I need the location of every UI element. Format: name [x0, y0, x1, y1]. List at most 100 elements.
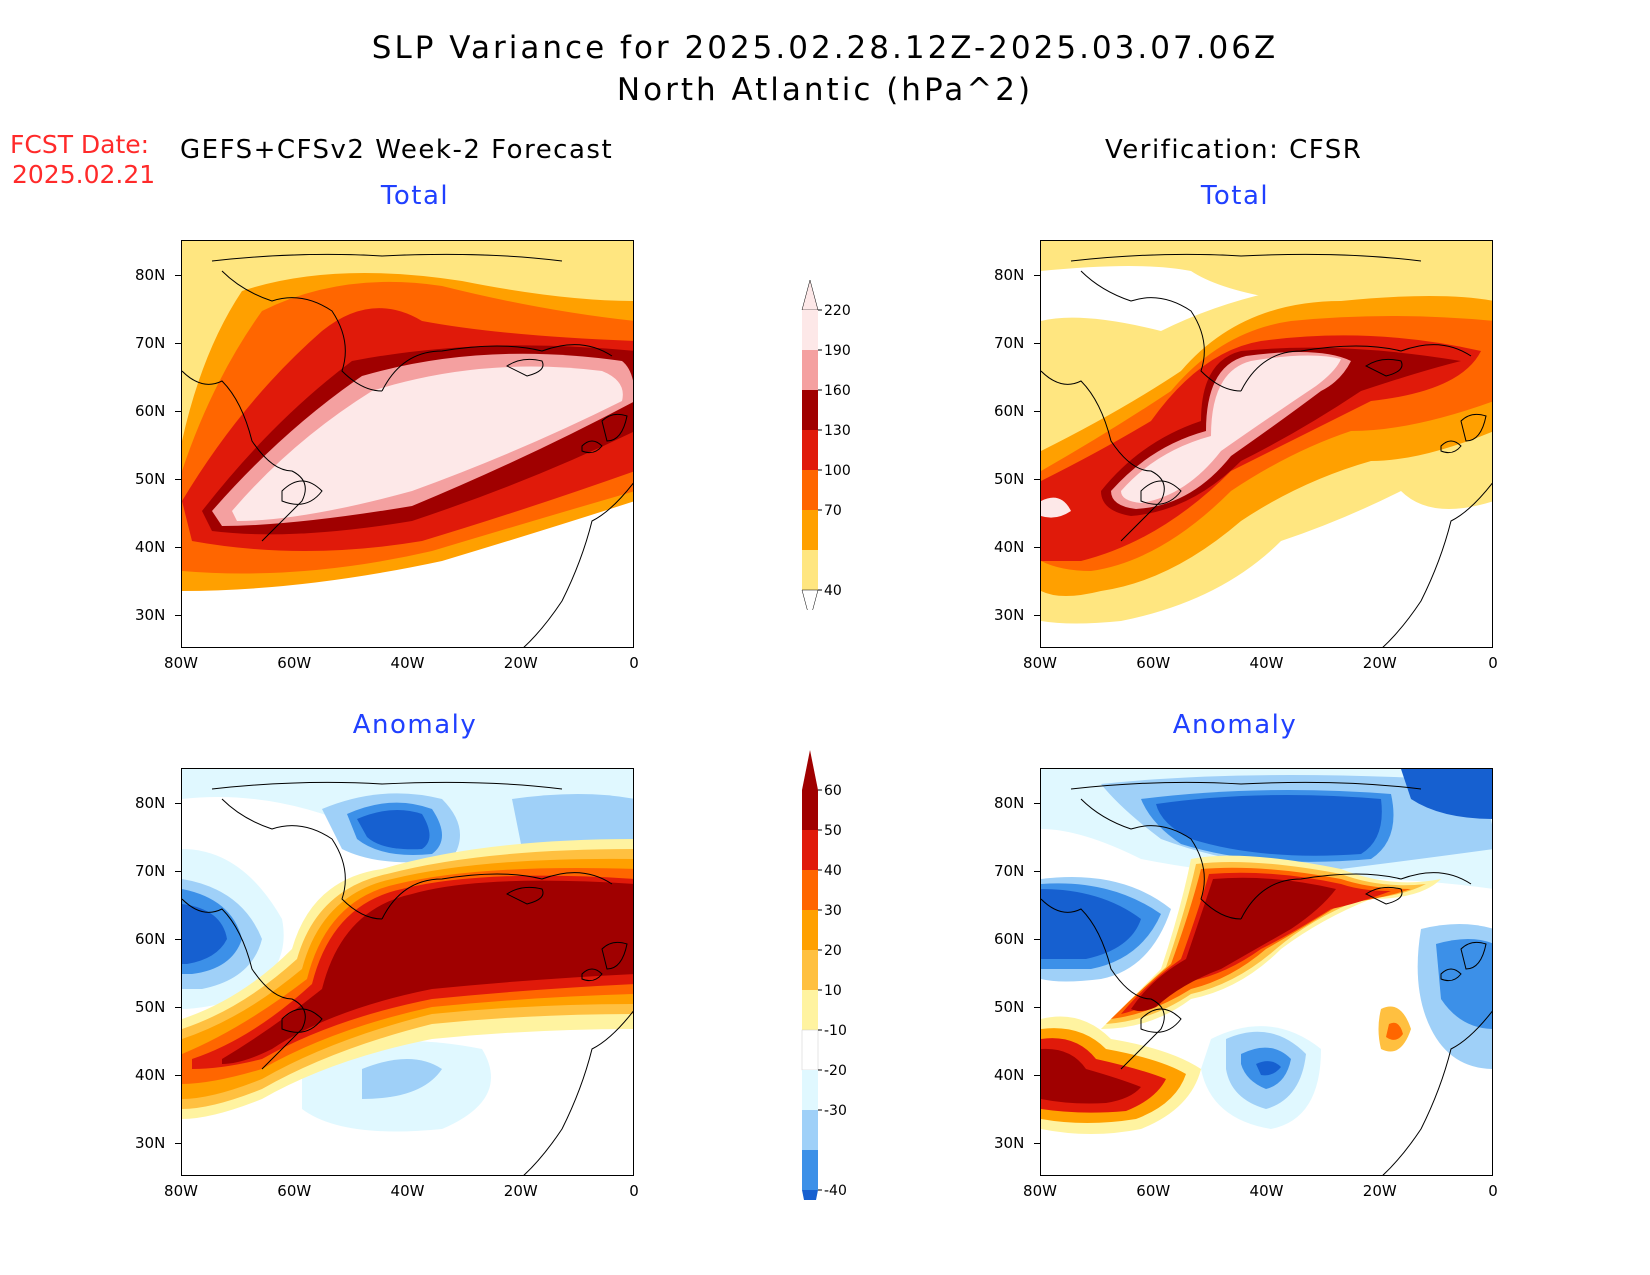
forecast-anomaly-lat-tick: 40N — [135, 1066, 166, 1084]
colorbar-level-label: -10 — [824, 1023, 847, 1039]
forecast-total-lat-tickmark — [175, 479, 181, 480]
colorbar-level-label: 50 — [824, 823, 842, 839]
main-subtitle: North Atlantic (hPa^2) — [616, 72, 1034, 108]
forecast-total-lat-tickmark — [175, 343, 181, 344]
forecast-anomaly-lat-tickmark — [175, 1143, 181, 1144]
forecast-anomaly-label: Anomaly — [352, 710, 478, 740]
forecast-anomaly-field — [182, 769, 633, 1175]
verification-anomaly-lat-tick: 80N — [994, 794, 1025, 812]
colorbar-segment — [802, 830, 818, 870]
colorbar-segment — [802, 510, 818, 550]
colorbar-level-label: 190 — [824, 343, 851, 359]
verification-anomaly-lat-tick: 70N — [994, 862, 1025, 880]
forecast-total-lat-tickmark — [175, 547, 181, 548]
verification-anomaly-map — [1040, 768, 1493, 1176]
colorbar-segment — [802, 470, 818, 510]
colorbar-segment — [802, 950, 818, 990]
fcst-date-label: FCST Date: — [10, 130, 150, 159]
anomaly-colorbar: 60 50 40 30 20 10 -10 -20 -30 -40 — [801, 750, 847, 1200]
colorbar-level-label: 220 — [824, 303, 851, 319]
forecast-total-lat-tick: 30N — [135, 606, 166, 624]
verification-total-lon-tick: 20W — [1362, 654, 1397, 672]
forecast-anomaly-lat-tickmark — [175, 803, 181, 804]
verification-total-lat-tick: 50N — [994, 470, 1025, 488]
colorbar-segment — [802, 1150, 818, 1190]
verification-total-lat-tickmark — [1034, 275, 1040, 276]
forecast-total-lon-tick: 80W — [164, 654, 198, 672]
forecast-total-lon-tick: 0 — [629, 654, 639, 672]
forecast-total-lat-tick: 60N — [135, 402, 166, 420]
colorbar-level-label: 40 — [824, 583, 842, 599]
forecast-anomaly-lat-tick: 70N — [135, 862, 166, 880]
forecast-anomaly-lat-tick: 80N — [135, 794, 166, 812]
colorbar-top-arrow — [802, 750, 818, 790]
verification-total-lat-tickmark — [1034, 615, 1040, 616]
colorbar-segment — [802, 430, 818, 470]
verification-total-map — [1040, 240, 1493, 648]
verification-anomaly-label: Anomaly — [1172, 710, 1298, 740]
verification-anomaly-lat-tick: 60N — [994, 930, 1025, 948]
colorbar-segment — [802, 990, 818, 1030]
colorbar-level-label: -20 — [824, 1063, 847, 1079]
forecast-total-lat-tick: 70N — [135, 334, 166, 352]
colorbar-level-label: 10 — [824, 983, 842, 999]
colorbar-segment — [802, 790, 818, 830]
forecast-anomaly-lat-tick: 30N — [135, 1134, 166, 1152]
forecast-anomaly-lat-tick: 60N — [135, 930, 166, 948]
colorbar-segment — [802, 310, 818, 350]
colorbar-level-label: -40 — [824, 1183, 847, 1199]
forecast-anomaly-lon-tick: 80W — [164, 1182, 198, 1200]
colorbar-bottom-arrow — [802, 1190, 818, 1200]
verification-anomaly-lat-tickmark — [1034, 1143, 1040, 1144]
colorbar-segment — [802, 910, 818, 950]
forecast-anomaly-lat-tick: 50N — [135, 998, 166, 1016]
verification-anomaly-lat-tick: 30N — [994, 1134, 1025, 1152]
colorbar-level-label: -30 — [824, 1103, 847, 1119]
colorbar-level-label: 20 — [824, 943, 842, 959]
forecast-total-lat-tickmark — [175, 411, 181, 412]
verification-total-lat-tickmark — [1034, 547, 1040, 548]
colorbar-level-label: 130 — [824, 423, 851, 439]
verification-total-lat-tick: 30N — [994, 606, 1025, 624]
verification-anomaly-lon-tick: 80W — [1023, 1182, 1057, 1200]
forecast-anomaly-map — [181, 768, 634, 1176]
verification-total-field — [1041, 241, 1492, 647]
colorbar-level-label: 70 — [824, 503, 842, 519]
verification-anomaly-lon-tick: 40W — [1249, 1182, 1284, 1200]
colorbar-top-arrow — [801, 280, 819, 311]
verification-header: Verification: CFSR — [1105, 135, 1363, 165]
verification-anomaly-lat-tick: 50N — [994, 998, 1025, 1016]
main-title: SLP Variance for 2025.02.28.12Z-2025.03.… — [371, 30, 1279, 66]
colorbar-bottom-arrow — [801, 589, 819, 610]
verification-total-lon-tick: 0 — [1488, 654, 1498, 672]
forecast-total-lon-tick: 40W — [390, 654, 425, 672]
forecast-total-lat-tick: 80N — [135, 266, 166, 284]
forecast-total-field — [182, 241, 633, 647]
forecast-anomaly-lon-tick: 40W — [390, 1182, 425, 1200]
verification-anomaly-lat-tickmark — [1034, 1075, 1040, 1076]
colorbar-level-label: 40 — [824, 863, 842, 879]
colorbar-level-label: 60 — [824, 783, 842, 799]
forecast-anomaly-lat-tickmark — [175, 939, 181, 940]
forecast-total-map — [181, 240, 634, 648]
forecast-anomaly-lat-tickmark — [175, 871, 181, 872]
verification-anomaly-lat-tickmark — [1034, 939, 1040, 940]
forecast-anomaly-lat-tickmark — [175, 1007, 181, 1008]
colorbar-level-label: 30 — [824, 903, 842, 919]
verification-total-label: Total — [1200, 181, 1270, 211]
forecast-anomaly-lon-tick: 20W — [503, 1182, 538, 1200]
colorbar-segment — [802, 350, 818, 390]
fcst-date-value: 2025.02.21 — [12, 160, 156, 189]
forecast-anomaly-lon-tick: 60W — [277, 1182, 312, 1200]
verification-total-lat-tick: 60N — [994, 402, 1025, 420]
verification-total-lat-tickmark — [1034, 479, 1040, 480]
forecast-anomaly-lon-tick: 0 — [629, 1182, 639, 1200]
colorbar-segment — [802, 870, 818, 910]
forecast-total-lat-tick: 40N — [135, 538, 166, 556]
verification-anomaly-lat-tickmark — [1034, 1007, 1040, 1008]
forecast-total-lon-tick: 60W — [277, 654, 312, 672]
verification-anomaly-lon-tick: 20W — [1362, 1182, 1397, 1200]
forecast-total-lat-tickmark — [175, 615, 181, 616]
forecast-total-lat-tickmark — [175, 275, 181, 276]
verification-total-lon-tick: 80W — [1023, 654, 1057, 672]
